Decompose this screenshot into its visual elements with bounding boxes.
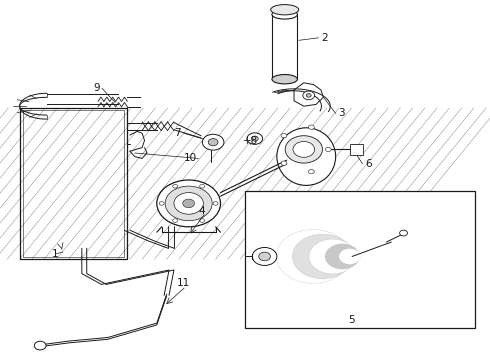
Circle shape bbox=[325, 244, 360, 269]
Circle shape bbox=[285, 136, 322, 163]
Text: 3: 3 bbox=[338, 108, 345, 118]
Circle shape bbox=[339, 248, 361, 264]
Circle shape bbox=[183, 199, 195, 208]
Bar bbox=[272, 14, 297, 79]
Circle shape bbox=[252, 247, 277, 265]
Circle shape bbox=[276, 229, 350, 283]
Bar bbox=[23, 110, 124, 257]
Text: 7: 7 bbox=[174, 128, 181, 138]
Circle shape bbox=[308, 170, 314, 174]
Circle shape bbox=[173, 184, 177, 188]
Bar bbox=[20, 108, 127, 259]
Ellipse shape bbox=[272, 75, 297, 84]
Circle shape bbox=[325, 147, 331, 152]
Bar bbox=[350, 144, 363, 155]
Circle shape bbox=[34, 341, 46, 350]
Text: 9: 9 bbox=[93, 83, 100, 93]
Circle shape bbox=[165, 186, 212, 221]
Circle shape bbox=[293, 141, 315, 157]
Circle shape bbox=[200, 184, 205, 188]
Text: +8: +8 bbox=[243, 136, 258, 146]
Ellipse shape bbox=[270, 5, 299, 15]
Circle shape bbox=[213, 202, 218, 205]
Ellipse shape bbox=[277, 128, 336, 185]
Circle shape bbox=[303, 91, 315, 100]
Bar bbox=[245, 191, 475, 328]
Circle shape bbox=[157, 180, 220, 227]
Circle shape bbox=[309, 239, 356, 274]
Text: 5: 5 bbox=[349, 315, 355, 325]
Circle shape bbox=[208, 139, 218, 146]
Text: 4: 4 bbox=[198, 206, 205, 216]
Text: 6: 6 bbox=[365, 159, 372, 169]
Circle shape bbox=[281, 134, 287, 138]
Circle shape bbox=[400, 230, 408, 236]
Circle shape bbox=[281, 161, 287, 165]
Text: 11: 11 bbox=[176, 278, 190, 288]
Circle shape bbox=[172, 219, 177, 222]
Circle shape bbox=[308, 125, 314, 129]
Circle shape bbox=[306, 94, 311, 97]
Text: 10: 10 bbox=[184, 153, 197, 163]
Ellipse shape bbox=[272, 10, 297, 19]
Circle shape bbox=[202, 134, 224, 150]
Circle shape bbox=[259, 252, 270, 261]
Circle shape bbox=[247, 133, 263, 144]
Circle shape bbox=[174, 193, 203, 214]
Text: 2: 2 bbox=[321, 33, 328, 43]
Text: 1: 1 bbox=[51, 249, 58, 259]
Circle shape bbox=[199, 219, 204, 222]
Circle shape bbox=[293, 234, 353, 279]
Circle shape bbox=[251, 136, 258, 141]
Circle shape bbox=[159, 202, 164, 205]
